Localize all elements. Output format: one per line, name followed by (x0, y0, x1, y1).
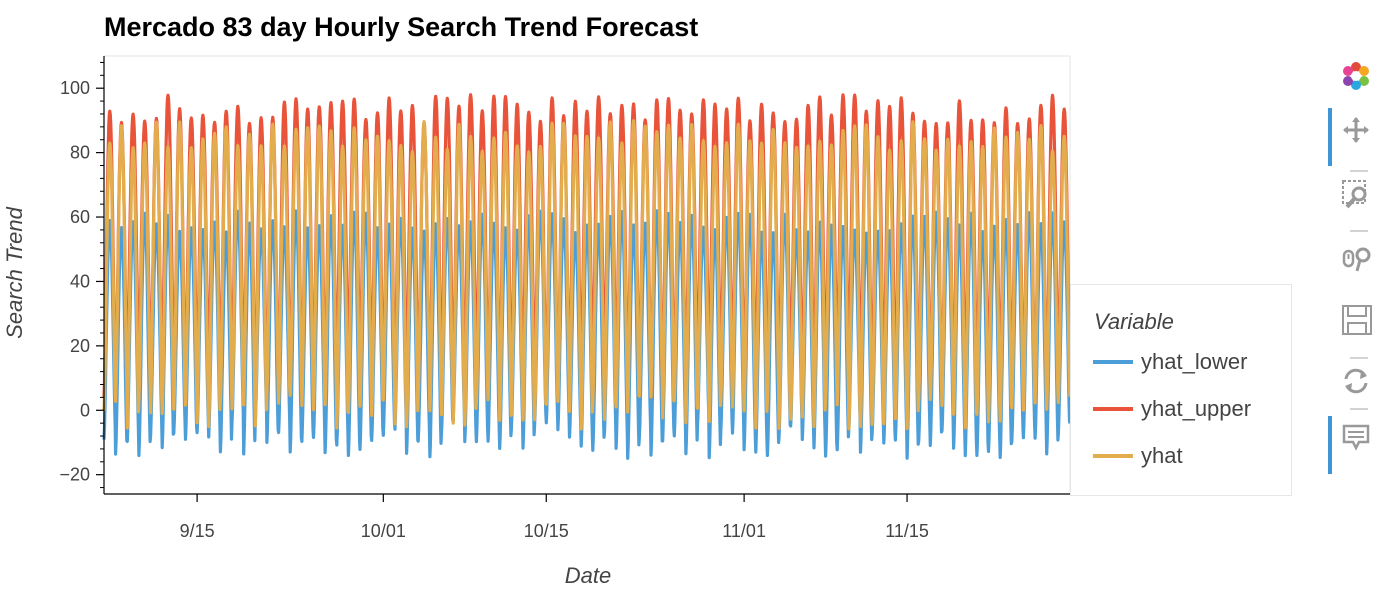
wheel-zoom-tool[interactable] (1328, 233, 1382, 287)
box-zoom-icon (1342, 180, 1367, 209)
save-icon (1342, 305, 1372, 335)
axis-layer: −20 0 20 40 60 80 100 9/15 10/01 10/15 11/01 11/15 (59, 56, 1070, 541)
hover-active-indicator (1328, 416, 1332, 474)
bokeh-logo-icon[interactable] (1328, 50, 1382, 104)
x-axis-title: Date (565, 563, 611, 588)
toolbar-separator (1350, 170, 1368, 172)
pan-tool[interactable] (1328, 104, 1382, 166)
legend-swatch-yhat (1093, 454, 1133, 458)
legend: Variable yhat_lower yhat_upper yhat (1070, 284, 1292, 496)
legend-label-yhat-upper: yhat_upper (1141, 396, 1252, 421)
y-tick-label: 60 (70, 207, 90, 227)
series-line-yhat (102, 119, 1072, 431)
toolbar-separator (1350, 357, 1368, 359)
legend-item-yhat[interactable]: yhat (1093, 441, 1283, 471)
legend-label-yhat: yhat (1141, 443, 1183, 468)
y-tick-label: 40 (70, 271, 90, 291)
hover-tool[interactable] (1328, 412, 1382, 474)
legend-swatch-yhat-lower (1093, 360, 1133, 364)
pan-active-indicator (1328, 108, 1332, 166)
pan-icon (1343, 117, 1369, 143)
legend-item-yhat-upper[interactable]: yhat_upper (1093, 394, 1283, 424)
y-tick-label: 20 (70, 336, 90, 356)
y-axis-title: Search Trend (2, 206, 27, 338)
hover-icon (1342, 424, 1370, 451)
legend-swatch-yhat-upper (1093, 407, 1133, 411)
y-tick-label: 80 (70, 143, 90, 163)
chart-title: Mercado 83 day Hourly Search Trend Forec… (104, 12, 699, 42)
toolbar-separator (1350, 408, 1368, 410)
reset-icon (1344, 368, 1368, 394)
box-zoom-tool[interactable] (1328, 168, 1382, 222)
wheel-zoom-icon (1342, 247, 1371, 272)
x-tick-label: 11/01 (722, 521, 766, 541)
x-tick-label: 11/15 (885, 521, 929, 541)
legend-item-yhat-lower[interactable]: yhat_lower (1093, 347, 1283, 377)
series-layer (102, 93, 1072, 460)
x-tick-label: 10/15 (524, 521, 569, 541)
toolbar-separator (1350, 230, 1368, 232)
plot-toolbar (1328, 50, 1382, 490)
x-tick-label: 9/15 (180, 521, 215, 541)
save-tool[interactable] (1328, 293, 1382, 347)
y-tick-label: −20 (59, 465, 90, 485)
y-tick-label: 0 (80, 400, 90, 420)
legend-title: Variable (1094, 309, 1174, 334)
y-tick-label: 100 (60, 78, 90, 98)
legend-label-yhat-lower: yhat_lower (1141, 349, 1248, 374)
x-tick-label: 10/01 (361, 521, 406, 541)
reset-tool[interactable] (1328, 355, 1382, 409)
